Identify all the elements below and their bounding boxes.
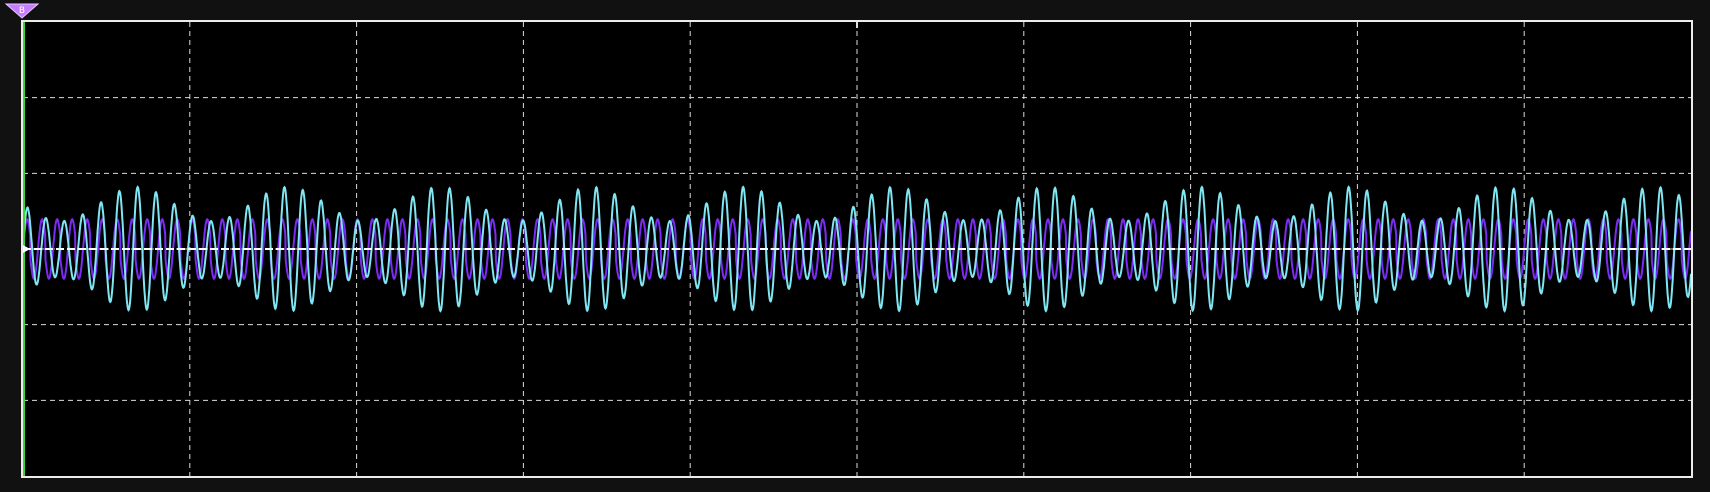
- trigger-marker-icon[interactable]: B: [4, 2, 40, 20]
- trigger-marker-label: B: [19, 6, 25, 16]
- waveform-plot: [23, 22, 1691, 476]
- scope-display[interactable]: [21, 20, 1693, 478]
- trace-channel-a: [23, 217, 1691, 281]
- markers: [23, 22, 1691, 476]
- traces: [23, 185, 1691, 313]
- trace-channel-b: [23, 185, 1691, 313]
- ground-level-icon[interactable]: [23, 245, 30, 253]
